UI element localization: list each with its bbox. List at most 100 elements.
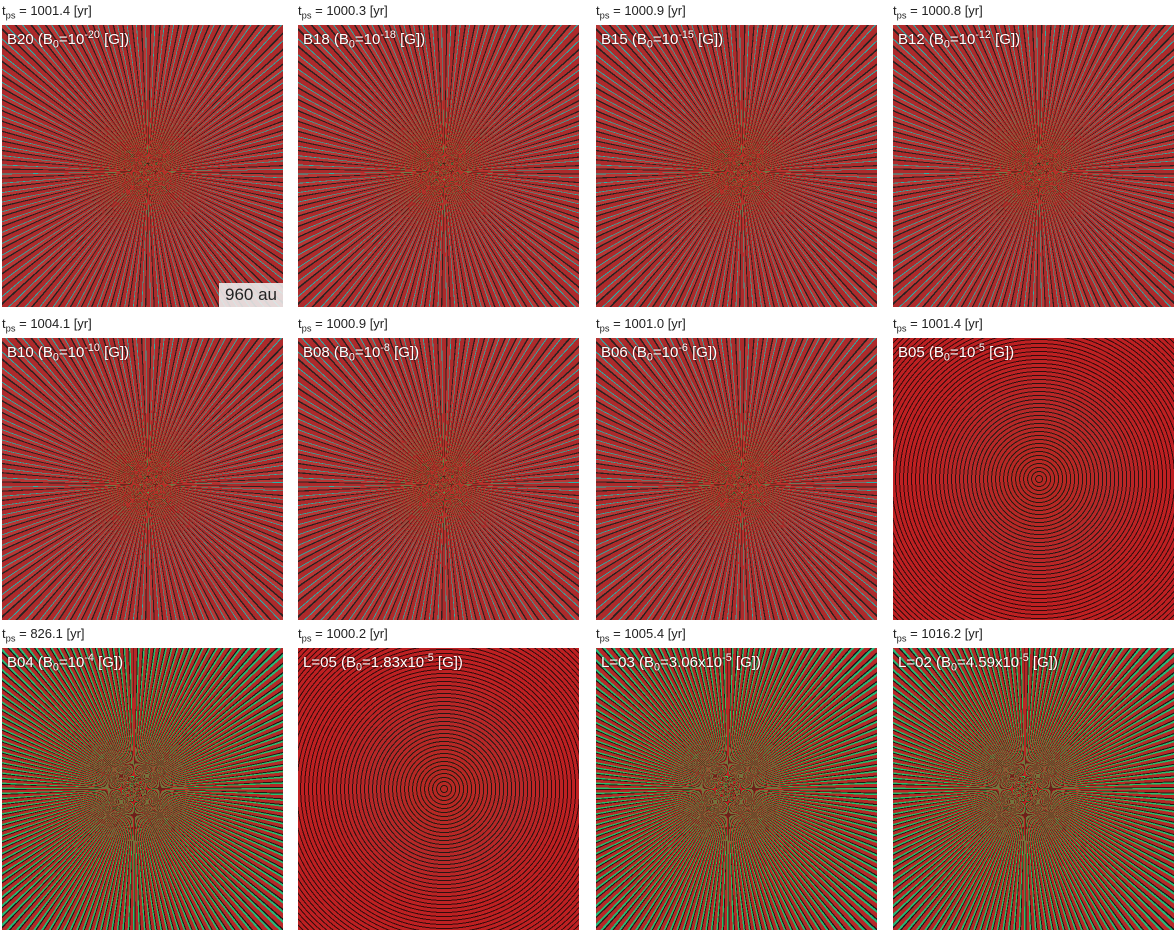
text-part: =10 <box>949 343 976 361</box>
subscript: 0 <box>52 38 59 51</box>
text-part: t <box>893 3 897 18</box>
supscript: -5 <box>1019 652 1029 664</box>
text-part: [G]) <box>984 343 1015 361</box>
panel-label: B18 (B0=10-18 [G]) <box>303 29 425 51</box>
text-part: =10 <box>58 30 85 48</box>
time-label: tps = 1001.0 [yr] <box>596 316 686 333</box>
text-part: L=02 (B <box>898 653 951 671</box>
text-part: t <box>2 316 6 331</box>
text-part: [G]) <box>687 343 718 361</box>
text-part: =10 <box>58 653 85 671</box>
panel-label: B10 (B0=10-10 [G]) <box>7 342 129 364</box>
subscript: ps <box>301 323 312 334</box>
supscript: -15 <box>678 29 694 41</box>
text-part: t <box>2 3 6 18</box>
text-part: [G]) <box>1028 653 1058 671</box>
simulation-image: B20 (B0=10-20 [G]) 960 au <box>2 25 283 307</box>
text-part: =10 <box>652 30 679 48</box>
subscript: ps <box>5 633 16 644</box>
supscript: -10 <box>84 342 100 354</box>
subscript: ps <box>599 323 610 334</box>
text-part: =1.83x10 <box>361 653 425 671</box>
text-part: = 1000.8 [yr] <box>906 3 983 18</box>
supscript: -8 <box>380 342 390 354</box>
text-part: = 1005.4 [yr] <box>609 626 686 641</box>
text-part: B04 (B <box>7 653 53 671</box>
time-label: tps = 1005.4 [yr] <box>596 626 686 643</box>
text-part: =4.59x10 <box>956 653 1020 671</box>
text-part: [G]) <box>433 653 463 671</box>
text-part: B10 (B <box>7 343 53 361</box>
subscript: ps <box>599 10 610 21</box>
subscript: ps <box>301 10 312 21</box>
time-label: tps = 1016.2 [yr] <box>893 626 983 643</box>
supscript: -4 <box>84 652 94 664</box>
supscript: -20 <box>84 29 100 41</box>
subscript: 0 <box>950 661 957 674</box>
text-part: t <box>298 316 302 331</box>
text-part: [G]) <box>99 30 130 48</box>
text-part: [G]) <box>395 30 426 48</box>
panel-label: B06 (B0=10-6 [G]) <box>601 342 717 364</box>
text-part: = 1004.1 [yr] <box>15 316 92 331</box>
simulation-image: B10 (B0=10-10 [G]) <box>2 338 283 620</box>
subscript: 0 <box>653 661 660 674</box>
text-part: =10 <box>949 30 976 48</box>
supscript: -5 <box>722 652 732 664</box>
subscript: ps <box>301 633 312 644</box>
scale-label: 960 au <box>219 283 283 307</box>
simulation-image: B18 (B0=10-18 [G]) <box>298 25 579 307</box>
subscript: 0 <box>355 661 362 674</box>
subscript: ps <box>896 633 907 644</box>
text-part: [G]) <box>93 653 124 671</box>
simulation-image: B05 (B0=10-5 [G]) <box>893 338 1174 620</box>
supscript: -6 <box>678 342 688 354</box>
text-part: B18 (B <box>303 30 349 48</box>
text-part: B08 (B <box>303 343 349 361</box>
text-part: t <box>893 316 897 331</box>
text-part: [G]) <box>990 30 1021 48</box>
subscript: ps <box>896 10 907 21</box>
text-part: L=05 (B <box>303 653 356 671</box>
time-label: tps = 1000.3 [yr] <box>298 3 388 20</box>
text-part: = 1016.2 [yr] <box>906 626 983 641</box>
subscript: ps <box>5 323 16 334</box>
text-part: t <box>298 3 302 18</box>
text-part: = 1001.0 [yr] <box>609 316 686 331</box>
time-label: tps = 1000.9 [yr] <box>298 316 388 333</box>
time-label: tps = 1004.1 [yr] <box>2 316 92 333</box>
panel-label: L=03 (B0=3.06x10-5 [G]) <box>601 652 761 674</box>
panel-label: B04 (B0=10-4 [G]) <box>7 652 123 674</box>
text-part: t <box>596 3 600 18</box>
time-label: tps = 1000.9 [yr] <box>596 3 686 20</box>
subscript: ps <box>896 323 907 334</box>
subscript: 0 <box>348 38 355 51</box>
subscript: 0 <box>646 38 653 51</box>
panel-label: B08 (B0=10-8 [G]) <box>303 342 419 364</box>
text-part: [G]) <box>99 343 130 361</box>
text-part: B12 (B <box>898 30 944 48</box>
text-part: = 1000.9 [yr] <box>311 316 388 331</box>
text-part: t <box>2 626 6 641</box>
text-part: = 826.1 [yr] <box>15 626 85 641</box>
supscript: -5 <box>424 652 434 664</box>
subscript: ps <box>599 633 610 644</box>
text-part: = 1000.9 [yr] <box>609 3 686 18</box>
text-part: [G]) <box>389 343 420 361</box>
subscript: 0 <box>52 661 59 674</box>
simulation-image: L=03 (B0=3.06x10-5 [G]) <box>596 648 877 930</box>
simulation-image: B04 (B0=10-4 [G]) <box>2 648 283 930</box>
subscript: 0 <box>646 351 653 364</box>
subscript: 0 <box>348 351 355 364</box>
subscript: 0 <box>52 351 59 364</box>
text-part: L=03 (B <box>601 653 654 671</box>
text-part: = 1001.4 [yr] <box>906 316 983 331</box>
text-part: = 1000.3 [yr] <box>311 3 388 18</box>
time-label: tps = 1000.8 [yr] <box>893 3 983 20</box>
text-part: = 1000.2 [yr] <box>311 626 388 641</box>
time-label: tps = 826.1 [yr] <box>2 626 85 643</box>
panel-label: B12 (B0=10-12 [G]) <box>898 29 1020 51</box>
text-part: [G]) <box>693 30 724 48</box>
text-part: t <box>596 626 600 641</box>
